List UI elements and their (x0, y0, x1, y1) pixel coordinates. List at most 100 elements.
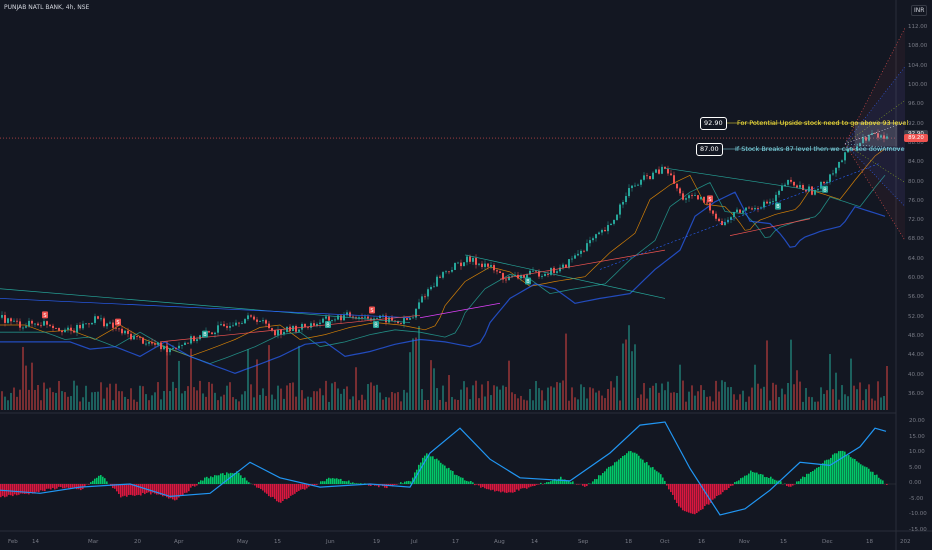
candle-body (778, 190, 780, 195)
volume-bar (535, 381, 537, 410)
volume-bar (289, 382, 291, 410)
osc-bar (836, 453, 838, 484)
signal-tag-bg (369, 306, 375, 314)
osc-bar (222, 473, 224, 484)
osc-bar (498, 484, 500, 492)
osc-bar (378, 484, 380, 488)
volume-bar (631, 351, 633, 410)
candle-body (691, 195, 693, 197)
candle-body (520, 275, 522, 279)
candle-body (535, 270, 537, 272)
osc-bar (246, 480, 248, 484)
candle-body (874, 133, 876, 134)
candle-body (559, 267, 561, 272)
osc-bar (786, 484, 788, 487)
candle-body (115, 327, 117, 329)
time-tick: Dec (822, 539, 833, 545)
candle-body (652, 172, 654, 180)
osc-bar (16, 484, 18, 496)
lower-level-note[interactable]: If Stock Breaks 87 level then we can see… (735, 145, 905, 153)
candle-body (682, 193, 684, 200)
volume-bar (847, 396, 849, 410)
volume-bar (691, 385, 693, 410)
osc-bar (92, 480, 94, 484)
volume-bar (88, 401, 90, 410)
candle-body (622, 201, 624, 205)
volume-bar (262, 388, 264, 410)
candle-body (670, 173, 672, 176)
candle-body (298, 329, 300, 332)
volume-bar (511, 392, 513, 410)
volume-bar (703, 390, 705, 410)
volume-bar (424, 399, 426, 410)
osc-bar (512, 484, 514, 493)
osc-bar (662, 477, 664, 484)
volume-bar (604, 398, 606, 410)
candle-body (577, 253, 579, 256)
osc-bar (308, 484, 310, 487)
currency-button[interactable]: INR (911, 5, 928, 16)
candle-body (709, 203, 711, 211)
volume-bar (730, 387, 732, 410)
candle-body (610, 223, 612, 226)
volume-bar (505, 386, 507, 410)
candle-body (166, 345, 168, 353)
candle-body (739, 209, 741, 213)
osc-bar (638, 455, 640, 484)
upper-level-note[interactable]: For Potential Upside stock need to go ab… (737, 119, 909, 127)
volume-bar (766, 340, 768, 410)
signal-tag-label: S (116, 320, 119, 326)
osc-bar (490, 484, 492, 491)
volume-bar (139, 385, 141, 410)
candle-body (91, 322, 93, 325)
candle-body (589, 240, 591, 244)
osc-bar (834, 453, 836, 484)
volume-bar (745, 401, 747, 410)
osc-bar (128, 484, 130, 495)
volume-bar (793, 384, 795, 410)
volume-bar (718, 391, 720, 410)
osc-bar (230, 472, 232, 484)
lower-level-box[interactable]: 87.00 (696, 143, 723, 156)
osc-bar (748, 473, 750, 484)
osc-bar (360, 483, 362, 484)
candle-body (631, 185, 633, 189)
candle-body (862, 137, 864, 144)
osc-bar (652, 467, 654, 484)
osc-bar (430, 456, 432, 484)
candle-body (634, 185, 636, 187)
candle-body (430, 286, 432, 290)
osc-bar (338, 479, 340, 484)
volume-bar (829, 354, 831, 410)
osc-bar (586, 484, 588, 487)
volume-bar (16, 396, 18, 410)
price-tick: 60.00 (908, 275, 924, 282)
osc-bar (54, 484, 56, 490)
candle-body (730, 217, 732, 220)
osc-bar (254, 484, 256, 486)
osc-bar (122, 484, 124, 497)
osc-bar (554, 478, 556, 484)
candle-body (847, 149, 849, 153)
volume-bar (295, 396, 297, 410)
upper-level-box[interactable]: 92.90 (700, 117, 727, 130)
osc-bar (132, 484, 134, 496)
osc-bar (26, 484, 28, 494)
volume-bar (625, 339, 627, 410)
osc-bar (18, 484, 20, 495)
osc-bar (124, 484, 126, 496)
osc-bar (678, 484, 680, 507)
osc-bar (212, 477, 214, 484)
volume-bar (361, 394, 363, 410)
candle-body (133, 336, 135, 340)
osc-bar (64, 484, 66, 489)
volume-bar (37, 384, 39, 410)
osc-bar (602, 473, 604, 484)
price-tick: 92.00 (908, 120, 924, 127)
osc-bar (248, 482, 250, 484)
candle-body (400, 323, 402, 325)
volume-bar (190, 348, 192, 410)
osc-bar (40, 484, 42, 491)
candle-body (754, 208, 756, 210)
